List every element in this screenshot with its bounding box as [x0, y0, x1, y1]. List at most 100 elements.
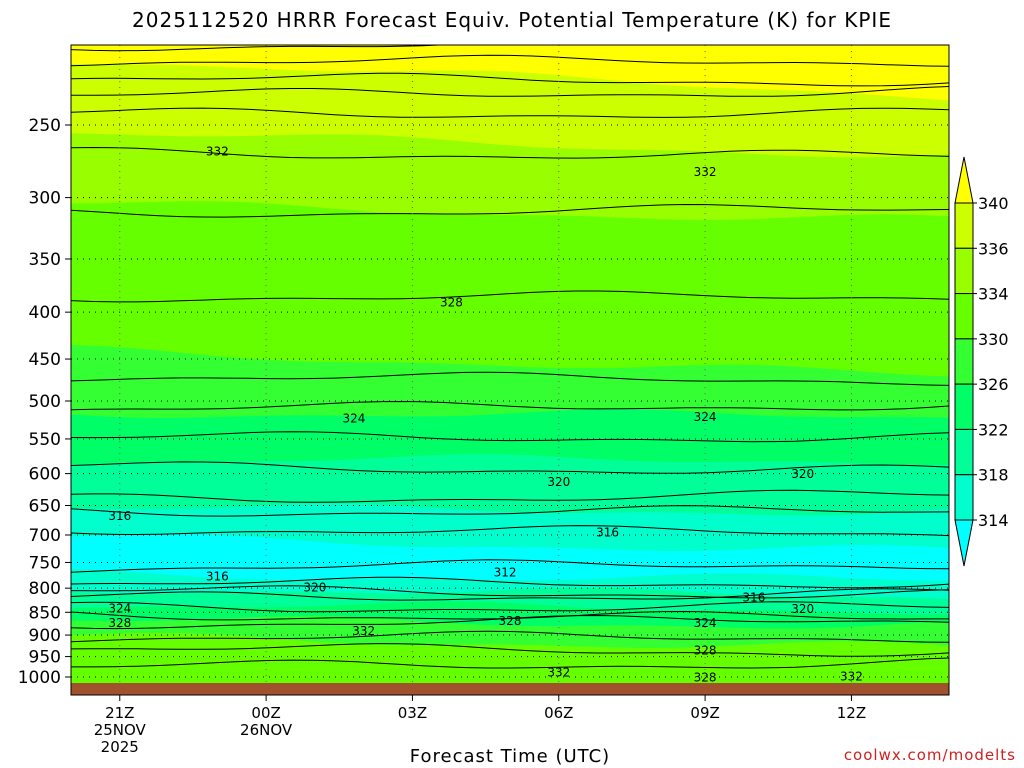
- y-tick-label: 1000: [18, 668, 61, 688]
- contour-line-24: [71, 657, 949, 669]
- contour-label: 320: [547, 475, 570, 489]
- contour-label-text: 324: [694, 616, 717, 630]
- contour-line-14: [71, 525, 949, 537]
- contour-label-text: 328: [499, 614, 522, 628]
- contour-label-text: 324: [342, 412, 365, 426]
- contour-label: 316: [742, 591, 765, 605]
- ground-surface: [71, 683, 949, 695]
- filled-contour-bands: [71, 45, 949, 695]
- contour-line-21: [71, 614, 949, 630]
- contour-label-text: 332: [694, 165, 717, 179]
- contour-label-text: 320: [547, 475, 570, 489]
- contour-line-16: [71, 576, 949, 589]
- colorbar-label: 336: [978, 239, 1009, 258]
- y-tick-label: 700: [29, 526, 61, 546]
- contour-line-23: [71, 643, 949, 657]
- colorbar-segment: [954, 247, 974, 295]
- contour-label: 312: [494, 565, 517, 579]
- contour-label-text: 332: [352, 624, 375, 638]
- contour-label-text: 320: [791, 602, 814, 616]
- x-tick-label: 03Z: [398, 704, 427, 722]
- contour-label-text: 328: [694, 671, 717, 685]
- contour-label: 328: [440, 296, 463, 310]
- colorbar-segment: [954, 428, 974, 476]
- contour-label-text: 324: [694, 410, 717, 424]
- contour-label-text: 324: [108, 602, 131, 616]
- x-tick-label: 00Z: [251, 704, 280, 722]
- contour-label: 316: [108, 509, 131, 523]
- contour-label-text: 328: [694, 644, 717, 658]
- colorbar-segment: [954, 202, 974, 249]
- contour-label: 324: [694, 410, 717, 424]
- y-tick-label: 800: [29, 579, 61, 599]
- contour-line-18: [71, 588, 949, 601]
- grid-lines: [71, 45, 949, 695]
- contour-label: 332: [206, 145, 229, 159]
- contour-label: 316: [596, 526, 619, 540]
- contour-label-text: 312: [494, 565, 517, 579]
- x-tick-label: 21Z: [105, 704, 134, 722]
- contour-label-text: 316: [596, 526, 619, 540]
- contour-label-text: 320: [791, 467, 814, 481]
- colorbar-label: 318: [978, 466, 1009, 485]
- contour-label: 324: [342, 412, 365, 426]
- colorbar-label: 314: [978, 511, 1009, 530]
- contour-label: 328: [108, 616, 131, 630]
- contour-label: 316: [206, 570, 229, 584]
- y-tick-label: 950: [29, 648, 61, 668]
- x-tick-label: 2025: [101, 738, 139, 756]
- plot-frame: [70, 44, 950, 696]
- contour-label: 320: [791, 602, 814, 616]
- contour-label: 332: [547, 666, 570, 680]
- contour-label-text: 332: [840, 669, 863, 683]
- x-tick-label: 09Z: [690, 704, 719, 722]
- y-tick-label: 400: [29, 303, 61, 323]
- contour-line-12: [71, 489, 949, 503]
- contour-label: 328: [694, 671, 717, 685]
- contour-lines: [71, 45, 949, 669]
- contour-line-8: [71, 371, 949, 386]
- contour-line-7: [71, 290, 949, 303]
- x-tick-label: 25NOV: [94, 721, 147, 739]
- contour-label: 320: [303, 581, 326, 595]
- contour-label-text: 320: [303, 581, 326, 595]
- contour-line-5: [71, 146, 949, 159]
- x-tick-label: 12Z: [837, 704, 866, 722]
- band-fill-13: [71, 632, 949, 695]
- y-tick-label: 450: [29, 350, 61, 370]
- contour-line-19: [71, 601, 949, 613]
- colorbar-label: 340: [978, 194, 1009, 213]
- colorbar-arrow-bottom: [954, 519, 974, 567]
- contour-label: 324: [694, 616, 717, 630]
- colorbar-label: 322: [978, 420, 1009, 439]
- contour-line-11: [71, 461, 949, 474]
- contour-label-text: 316: [206, 570, 229, 584]
- y-tick-label: 650: [29, 496, 61, 516]
- contour-label: 332: [840, 669, 863, 683]
- contour-line-3: [71, 86, 949, 97]
- colorbar-label: 330: [978, 330, 1009, 349]
- colorbar-arrow-top: [954, 156, 974, 204]
- contour-label-text: 316: [108, 509, 131, 523]
- colorbar-label: 326: [978, 375, 1009, 394]
- contour-label: 328: [694, 644, 717, 658]
- contour-label: 320: [791, 467, 814, 481]
- y-tick-label: 500: [29, 392, 61, 412]
- contour-label-text: 332: [206, 145, 229, 159]
- credit-text: coolwx.com/modelts: [843, 746, 1016, 764]
- y-tick-label: 550: [29, 430, 61, 450]
- contour-line-10: [71, 431, 949, 443]
- contour-line-9: [71, 400, 949, 411]
- contour-line-22: [71, 630, 949, 643]
- x-tick-label: 06Z: [544, 704, 573, 722]
- x-axis-label: Forecast Time (UTC): [409, 746, 611, 767]
- x-tick-label: 26NOV: [240, 721, 293, 739]
- y-tick-label: 850: [29, 603, 61, 623]
- y-tick-label: 900: [29, 626, 61, 646]
- y-tick-label: 300: [29, 189, 61, 209]
- contour-label: 332: [694, 165, 717, 179]
- contour-label-text: 328: [108, 616, 131, 630]
- contour-line-1: [71, 54, 949, 67]
